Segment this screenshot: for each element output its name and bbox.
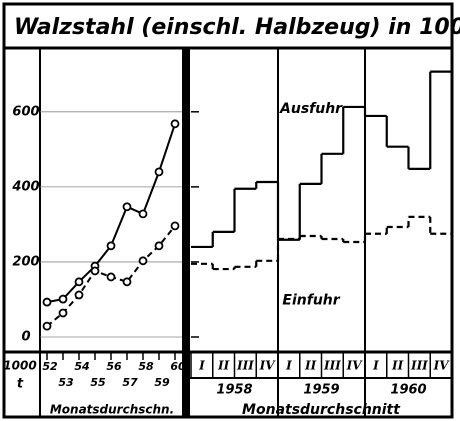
x-tick-label: III — [323, 359, 341, 373]
x-tick-label: 58 — [138, 360, 154, 373]
data-point — [122, 202, 132, 212]
x-tick-label: 52 — [42, 360, 58, 373]
data-point — [42, 321, 52, 331]
x-tick-label: IV — [433, 359, 451, 373]
data-point — [122, 277, 132, 287]
data-point — [170, 119, 180, 129]
data-point — [154, 167, 164, 177]
x-tick-label: IV — [346, 359, 364, 373]
x-tick-label: I — [372, 359, 379, 373]
data-point — [138, 209, 148, 219]
x-tick-label: 60 — [170, 360, 186, 373]
frame — [2, 2, 454, 419]
x-tick-label: 54 — [74, 360, 89, 373]
x-tick-label: 57 — [122, 376, 138, 389]
chart-title: Walzstahl (einschl. Halbzeug) in 1000 t — [14, 15, 460, 40]
x-tick-label: III — [410, 359, 428, 373]
y-tick-label: 0 — [21, 329, 30, 344]
data-point — [58, 308, 68, 318]
x-tick-label: I — [285, 359, 292, 373]
data-point — [170, 221, 180, 231]
y-tick-label: 400 — [11, 179, 39, 194]
y-unit: 1000 — [3, 359, 36, 373]
group-label: 1960 — [390, 383, 426, 398]
x-tick-label: 59 — [154, 376, 170, 389]
series-label: Ausfuhr — [279, 101, 343, 117]
group-label: 1959 — [303, 383, 339, 398]
data-point — [58, 294, 68, 304]
x-tick-label: I — [198, 359, 205, 373]
data-point — [138, 256, 148, 266]
x-tick-label: II — [391, 359, 404, 373]
panel-divider — [182, 48, 190, 417]
data-point — [74, 290, 84, 300]
x-tick-label: 55 — [90, 376, 106, 389]
data-point — [154, 241, 164, 251]
y-tick-label: 200 — [12, 254, 39, 269]
x-tick-label: 53 — [58, 376, 74, 389]
y-tick-label: 600 — [12, 104, 39, 119]
data-point — [106, 272, 116, 282]
data-point — [90, 266, 100, 276]
data-point — [74, 277, 84, 287]
data-point — [42, 297, 52, 307]
x-tick-label: 56 — [106, 360, 122, 373]
group-label: 1958 — [216, 383, 252, 398]
x-axis-label: Monatsdurchschnitt — [242, 402, 401, 418]
data-point — [106, 241, 116, 251]
y-unit: t — [17, 377, 24, 392]
x-axis-label: Monatsdurchschn. — [50, 403, 174, 417]
x-tick-label: III — [236, 359, 254, 373]
x-tick-label: II — [217, 359, 230, 373]
series-label: Einfuhr — [282, 292, 340, 308]
x-tick-label: IV — [259, 359, 277, 373]
x-tick-label: II — [304, 359, 317, 373]
